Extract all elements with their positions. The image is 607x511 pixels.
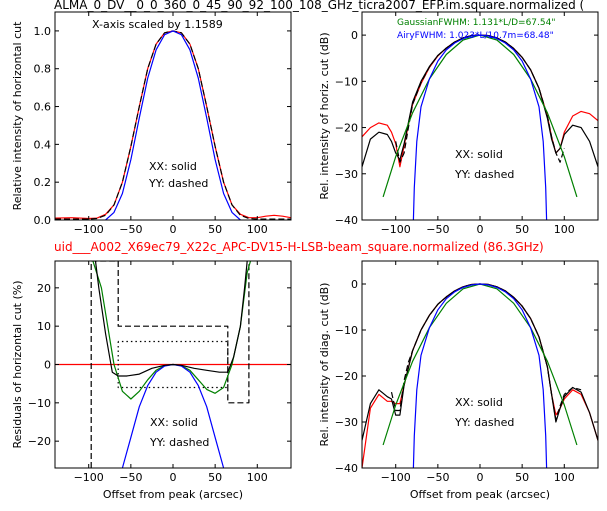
- series-line-red-solid: [55, 30, 291, 220]
- x-tick-label: 100: [247, 471, 268, 484]
- x-tick-label: 0: [477, 223, 484, 236]
- series-line-blue-solid: [412, 283, 548, 468]
- x-tick-label: 50: [208, 471, 222, 484]
- x-tick-label: −50: [426, 471, 449, 484]
- x-tick-label: 50: [208, 223, 222, 236]
- series-group: [55, 30, 291, 220]
- series-line-black-dashed: [90, 261, 250, 468]
- panel-horiz_intensity: −100 −50 0 50 100 0.0 0.2 0.4 0.6 0.8 1.0 Relative …: [11, 11, 292, 236]
- legend-text: XX: solid: [455, 148, 503, 161]
- series-line-blue-solid: [412, 34, 548, 220]
- x-tick-label: 100: [554, 223, 575, 236]
- x-axis-label: Offset from peak (arcsec): [410, 488, 550, 501]
- x-tick-label: 0: [477, 471, 484, 484]
- series-line-black-dashed: [55, 30, 291, 220]
- x-tick-label: 50: [515, 471, 529, 484]
- scale-annotation: X-axis scaled by 1.1589: [92, 18, 223, 31]
- y-tick-label: 0.2: [34, 176, 52, 189]
- y-tick-label: −20: [335, 370, 358, 383]
- y-tick-label: 0.8: [34, 63, 52, 76]
- y-tick-label: 0: [351, 29, 358, 42]
- y-tick-label: 0: [351, 278, 358, 291]
- x-tick-label: −100: [381, 223, 411, 236]
- gaussian-fwhm-note: GaussianFWHM: 1.131*L/D=67.54": [397, 18, 555, 28]
- y-tick-label: 0: [44, 359, 51, 372]
- y-tick-label: 20: [37, 282, 51, 295]
- y-tick-label: −10: [335, 324, 358, 337]
- series-line-black-dashed: [395, 34, 565, 163]
- series-group: [55, 261, 291, 468]
- legend-text: XX: solid: [150, 416, 198, 429]
- y-axis-label: Rel. intensity of horiz. cut (dB): [318, 32, 331, 199]
- x-tick-label: −50: [119, 223, 142, 236]
- y-tick-label: −10: [28, 397, 51, 410]
- y-tick-label: 1.0: [34, 25, 52, 38]
- legend-text: XX: solid: [455, 396, 503, 409]
- series-group: [362, 34, 598, 220]
- axes-frame: [361, 260, 599, 469]
- series-line-black-solid: [94, 261, 248, 377]
- y-tick-label: −40: [335, 462, 358, 475]
- y-axis-label: Residuals of horizontal cut (%): [11, 280, 24, 448]
- y-tick-label: −20: [335, 122, 358, 135]
- x-tick-label: 100: [247, 223, 268, 236]
- legend-text: YY: dashed: [454, 168, 514, 181]
- panels: −100 −50 0 50 1000.00.20.40.60.81.0Relative …: [11, 11, 599, 501]
- y-tick-label: −20: [28, 435, 51, 448]
- y-tick-label: −40: [335, 214, 358, 227]
- x-tick-label: −50: [119, 471, 142, 484]
- series-line-green-solid: [92, 261, 252, 400]
- x-tick-label: −100: [74, 223, 104, 236]
- airy-fwhm-note: AiryFWHM: 1.023*L/10.7m=68.48": [397, 31, 554, 41]
- x-tick-label: −100: [74, 471, 104, 484]
- x-tick-label: −50: [426, 223, 449, 236]
- mid-title: uid___A002_X69ec79_X22c_APC-DV15-H-LSB-b…: [54, 240, 544, 254]
- x-tick-label: 0: [170, 471, 177, 484]
- y-axis-label: Relative intensity of horizontal cut: [11, 21, 24, 211]
- y-tick-label: −10: [335, 75, 358, 88]
- x-tick-label: 100: [554, 471, 575, 484]
- y-tick-label: −30: [335, 168, 358, 181]
- y-tick-label: 10: [37, 320, 51, 333]
- series-line-red-solid: [362, 283, 598, 468]
- x-tick-label: 50: [515, 223, 529, 236]
- y-tick-label: −30: [335, 416, 358, 429]
- legend-text: YY: dashed: [148, 177, 208, 190]
- x-tick-label: −100: [381, 471, 411, 484]
- series-group: [362, 283, 598, 468]
- y-tick-label: 0.6: [34, 101, 52, 114]
- legend-text: YY: dashed: [149, 436, 209, 449]
- x-tick-label: 0: [170, 223, 177, 236]
- y-tick-label: 0.0: [34, 214, 52, 227]
- legend-text: YY: dashed: [454, 416, 514, 429]
- axes-frame: [361, 11, 599, 221]
- y-tick-label: 0.4: [34, 138, 52, 151]
- top-title: ALMA_0_DV__0_0_360_0_45_90_92_100_108_GH…: [54, 0, 584, 12]
- y-axis-label: Rel. intensity of diag. cut (dB): [318, 283, 331, 447]
- series-line-blue-solid: [105, 30, 241, 220]
- legend-text: XX: solid: [149, 160, 197, 173]
- x-axis-label: Offset from peak (arcsec): [103, 488, 243, 501]
